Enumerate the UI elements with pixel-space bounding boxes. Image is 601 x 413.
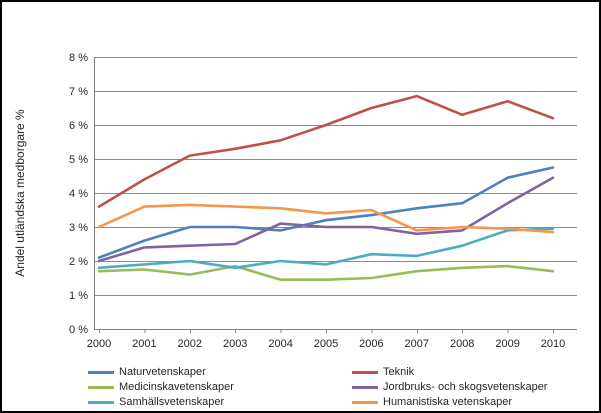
legend-swatch-samhällsvetenskaper	[88, 400, 114, 404]
x-tick-label: 2006	[359, 338, 383, 350]
legend-swatch-jordbruks-och-skogsvetenskaper	[352, 385, 378, 389]
series-line-humanistiska-vetenskaper	[97, 203, 555, 234]
series-line-naturvetenskaper	[97, 166, 555, 259]
legend-item-humanistiska-vetenskaper: Humanistiska vetenskaper	[352, 395, 512, 409]
legend-label: Teknik	[383, 366, 415, 378]
legend-swatch-naturvetenskaper	[88, 370, 114, 374]
series-line-teknik	[97, 94, 555, 208]
legend-label: Naturvetenskaper	[119, 366, 206, 378]
x-tick-label: 2008	[450, 338, 474, 350]
x-tick-label: 2010	[541, 338, 565, 350]
legend-label: Jordbruks- och skogsvetenskaper	[383, 381, 548, 393]
y-tick-label: 7 %	[69, 86, 88, 98]
y-tick-label: 4 %	[69, 188, 88, 200]
x-tick-label: 2007	[405, 338, 429, 350]
legend-label: Medicinskavetenskaper	[119, 381, 234, 393]
legend-item-medicinskavetenskaper: Medicinskavetenskaper	[88, 380, 234, 394]
series-line-jordbruks-och-skogsvetenskaper	[97, 176, 555, 263]
y-tick-label: 1 %	[69, 290, 88, 302]
y-tick-label: 5 %	[69, 154, 88, 166]
y-tick-label: 6 %	[69, 120, 88, 132]
legend-item-teknik: Teknik	[352, 365, 414, 379]
legend-item-jordbruks-och-skogsvetenskaper: Jordbruks- och skogsvetenskaper	[352, 380, 547, 394]
legend-item-samhällsvetenskaper: Samhällsvetenskaper	[88, 395, 224, 409]
y-tick-label: 8 %	[69, 52, 88, 64]
x-tick-label: 2002	[178, 338, 202, 350]
series-line-medicinskavetenskaper	[97, 264, 555, 282]
legend: Naturvetenskaper Medicinskavetenskaper Sam…	[2, 2, 599, 408]
series-line-samhällsvetenskaper	[97, 227, 555, 270]
legend-item-naturvetenskaper: Naturvetenskaper	[88, 365, 206, 379]
legend-swatch-humanistiska-vetenskaper	[352, 400, 378, 404]
x-tick-label: 2009	[495, 338, 519, 350]
y-tick-label: 3 %	[69, 222, 88, 234]
legend-label: Samhällsvetenskaper	[119, 396, 225, 408]
x-tick-label: 2000	[87, 338, 111, 350]
y-axis-title: Andel utländska medborgare %	[13, 109, 27, 277]
y-tick-label: 0 %	[69, 324, 88, 336]
y-tick-label: 2 %	[69, 256, 88, 268]
legend-label: Humanistiska vetenskaper	[383, 396, 513, 408]
legend-swatch-medicinskavetenskaper	[88, 385, 114, 389]
x-tick-label: 2001	[132, 338, 156, 350]
x-tick-label: 2005	[314, 338, 338, 350]
x-tick-label: 2003	[223, 338, 247, 350]
x-tick-label: 2004	[268, 338, 292, 350]
legend-swatch-teknik	[352, 370, 378, 374]
